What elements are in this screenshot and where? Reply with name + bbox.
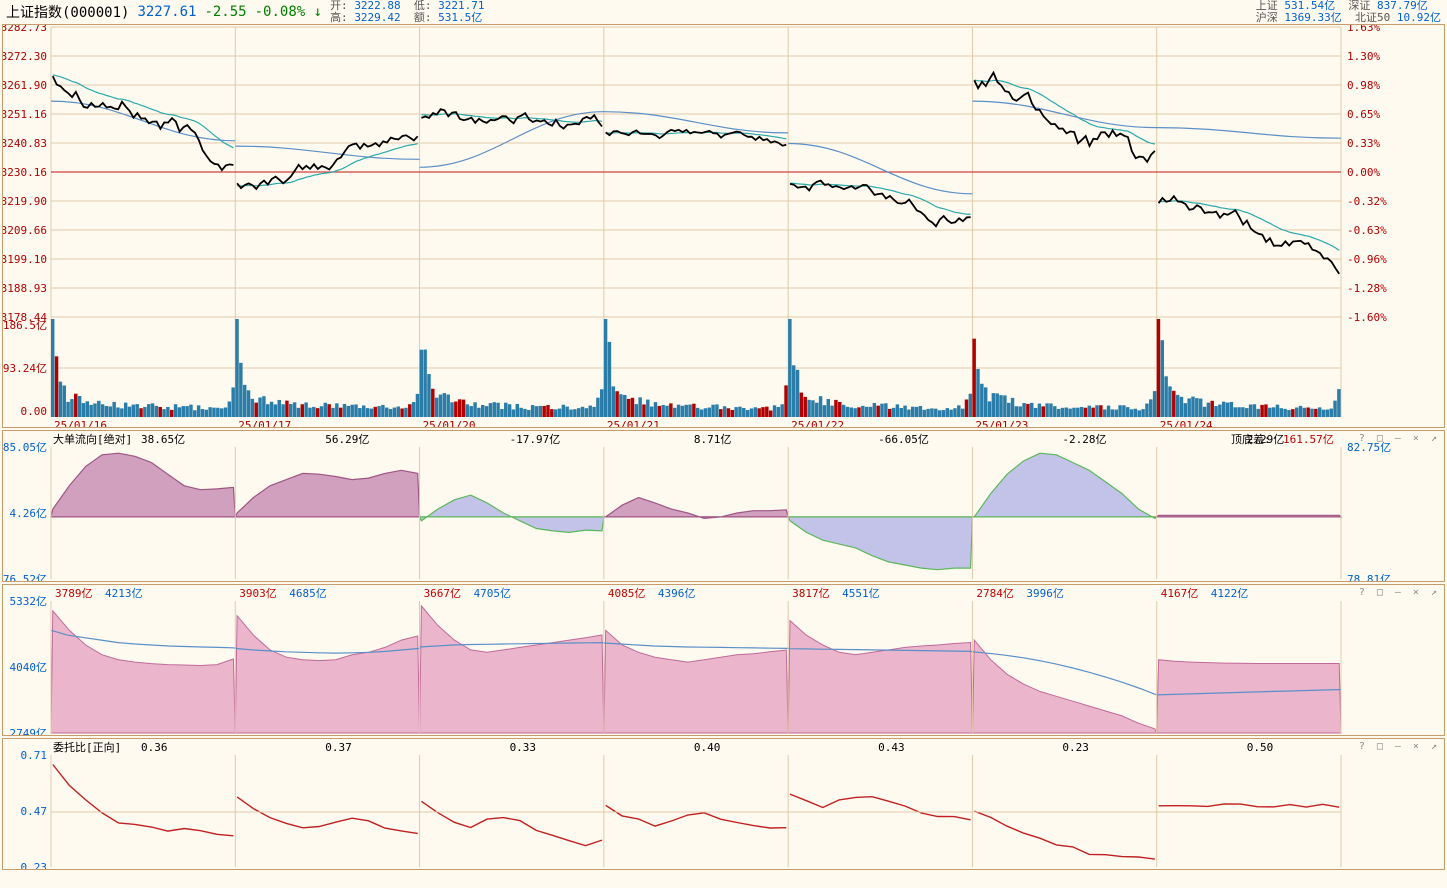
svg-text:3667亿: 3667亿: [424, 587, 462, 600]
svg-text:-17.97亿: -17.97亿: [510, 433, 561, 446]
svg-text:3272.30: 3272.30: [3, 50, 47, 63]
svg-text:0.47: 0.47: [21, 805, 48, 818]
svg-text:-2.28亿: -2.28亿: [1062, 433, 1106, 446]
svg-text:3209.66: 3209.66: [3, 224, 47, 237]
svg-text:3251.16: 3251.16: [3, 108, 47, 121]
header: 上证指数(000001) 3227.61 -2.55 -0.08% ↓ 开: 3…: [0, 0, 1447, 24]
svg-text:25/01/24: 25/01/24: [1160, 419, 1213, 427]
svg-text:3903亿: 3903亿: [239, 587, 276, 600]
svg-text:4551亿: 4551亿: [842, 587, 880, 600]
svg-text:78.81亿: 78.81亿: [1347, 573, 1391, 581]
svg-text:4122亿: 4122亿: [1211, 587, 1249, 600]
svg-text:186.5亿: 186.5亿: [3, 319, 47, 332]
svg-text:3261.90: 3261.90: [3, 79, 47, 92]
svg-text:5332亿: 5332亿: [10, 595, 48, 608]
order-ratio-panel[interactable]: ? □ — × ↗ 委托比[正向] 0.36 0.37 0.33 0.40 0.43 0.2…: [2, 738, 1445, 870]
svg-text:25/01/21: 25/01/21: [607, 419, 660, 427]
svg-text:3789亿: 3789亿: [55, 587, 93, 600]
ohlc-block: 开: 3222.88 低: 3221.71 高: 3229.42 额: 531.…: [330, 0, 484, 24]
svg-text:委托比[正向]: 委托比[正向]: [53, 740, 121, 754]
main-price-panel[interactable]: 3282.73 1.63% 3272.30 1.30% 3261.90 0.98% 3251…: [2, 24, 1445, 428]
svg-text:25/01/23: 25/01/23: [975, 419, 1028, 427]
ratio-chart: 委托比[正向] 0.36 0.37 0.33 0.40 0.43 0.23 0.50 0.71 0…: [3, 739, 1444, 869]
svg-text:0.37: 0.37: [325, 741, 352, 754]
svg-text:1.30%: 1.30%: [1347, 50, 1380, 63]
svg-text:3219.90: 3219.90: [3, 195, 47, 208]
svg-text:-0.96%: -0.96%: [1347, 253, 1387, 266]
svg-text:161.57亿: 161.57亿: [1283, 433, 1334, 446]
svg-text:4213亿: 4213亿: [105, 587, 143, 600]
svg-text:0.40: 0.40: [694, 741, 721, 754]
svg-text:93.24亿: 93.24亿: [3, 362, 47, 375]
panel-controls[interactable]: ? □ — × ↗: [1359, 741, 1440, 752]
svg-text:0.98%: 0.98%: [1347, 79, 1380, 92]
turnover-chart: 3789亿 4213亿 3903亿 4685亿 3667亿 4705亿 4085亿 4396亿…: [3, 585, 1444, 735]
svg-text:3199.10: 3199.10: [3, 253, 47, 266]
svg-text:大单流向[绝对]: 大单流向[绝对]: [53, 432, 132, 446]
svg-text:0.65%: 0.65%: [1347, 108, 1380, 121]
svg-text:2784亿: 2784亿: [976, 587, 1014, 600]
svg-text:0.43: 0.43: [878, 741, 905, 754]
svg-text:1.63%: 1.63%: [1347, 25, 1380, 34]
capital-flow-panel[interactable]: ? □ — × ↗ 大单流向[绝对] 38.65亿 56.29亿 -17.97亿 8.7…: [2, 430, 1445, 582]
svg-text:-76.52亿: -76.52亿: [3, 573, 47, 581]
svg-text:2749亿: 2749亿: [10, 727, 48, 735]
svg-text:3240.83: 3240.83: [3, 137, 47, 150]
svg-text:0.50: 0.50: [1247, 741, 1274, 754]
svg-text:4396亿: 4396亿: [658, 587, 696, 600]
svg-text:38.65亿: 38.65亿: [141, 433, 185, 446]
svg-text:85.05亿: 85.05亿: [3, 441, 47, 454]
panel-controls[interactable]: ? □ — × ↗: [1359, 433, 1440, 444]
svg-text:-1.60%: -1.60%: [1347, 311, 1387, 324]
svg-text:25/01/16: 25/01/16: [54, 419, 107, 427]
market-turnover: 上证 531.54亿 深证 837.79亿 沪深 1369.33亿 北证50 1…: [1256, 0, 1441, 24]
svg-text:-0.32%: -0.32%: [1347, 195, 1387, 208]
svg-text:0.71: 0.71: [21, 749, 48, 762]
svg-text:25/01/22: 25/01/22: [791, 419, 844, 427]
svg-text:4705亿: 4705亿: [474, 587, 512, 600]
svg-text:0.33: 0.33: [510, 741, 536, 754]
svg-text:25/01/20: 25/01/20: [423, 419, 476, 427]
svg-text:-0.63%: -0.63%: [1347, 224, 1387, 237]
price-pct: -0.08% ↓: [255, 4, 322, 20]
svg-text:-66.05亿: -66.05亿: [878, 433, 929, 446]
svg-text:0.00%: 0.00%: [1347, 166, 1380, 179]
turnover-panel[interactable]: ? □ — × ↗ 3789亿 4213亿 3903亿 4685亿 3667亿 4705亿…: [2, 584, 1445, 736]
svg-text:3188.93: 3188.93: [3, 282, 47, 295]
svg-text:0.23: 0.23: [21, 861, 48, 869]
svg-text:3230.16: 3230.16: [3, 166, 47, 179]
svg-text:4040亿: 4040亿: [10, 661, 48, 674]
price-chart: 3282.73 1.63% 3272.30 1.30% 3261.90 0.98% 3251…: [3, 25, 1444, 427]
svg-text:4685亿: 4685亿: [289, 587, 327, 600]
svg-text:3996亿: 3996亿: [1026, 587, 1064, 600]
svg-text:4167亿: 4167亿: [1161, 587, 1199, 600]
svg-text:0.00: 0.00: [21, 405, 48, 418]
svg-text:56.29亿: 56.29亿: [325, 433, 369, 446]
svg-text:4.26亿: 4.26亿: [10, 507, 48, 520]
index-name: 上证指数(000001): [6, 2, 129, 22]
last-price: 3227.61: [137, 4, 196, 20]
panel-controls[interactable]: ? □ — × ↗: [1359, 587, 1440, 598]
svg-text:0.36: 0.36: [141, 741, 168, 754]
price-change: -2.55: [204, 4, 246, 20]
svg-text:顶底差:: 顶底差:: [1231, 432, 1271, 446]
flow-chart: 大单流向[绝对] 38.65亿 56.29亿 -17.97亿 8.71亿 -66.05亿 -…: [3, 431, 1444, 581]
svg-text:4085亿: 4085亿: [608, 587, 646, 600]
svg-text:0.23: 0.23: [1062, 741, 1089, 754]
svg-text:3282.73: 3282.73: [3, 25, 47, 34]
svg-text:8.71亿: 8.71亿: [694, 433, 732, 446]
svg-text:3817亿: 3817亿: [792, 587, 830, 600]
svg-text:-1.28%: -1.28%: [1347, 282, 1387, 295]
svg-text:0.33%: 0.33%: [1347, 137, 1380, 150]
svg-text:25/01/17: 25/01/17: [238, 419, 291, 427]
